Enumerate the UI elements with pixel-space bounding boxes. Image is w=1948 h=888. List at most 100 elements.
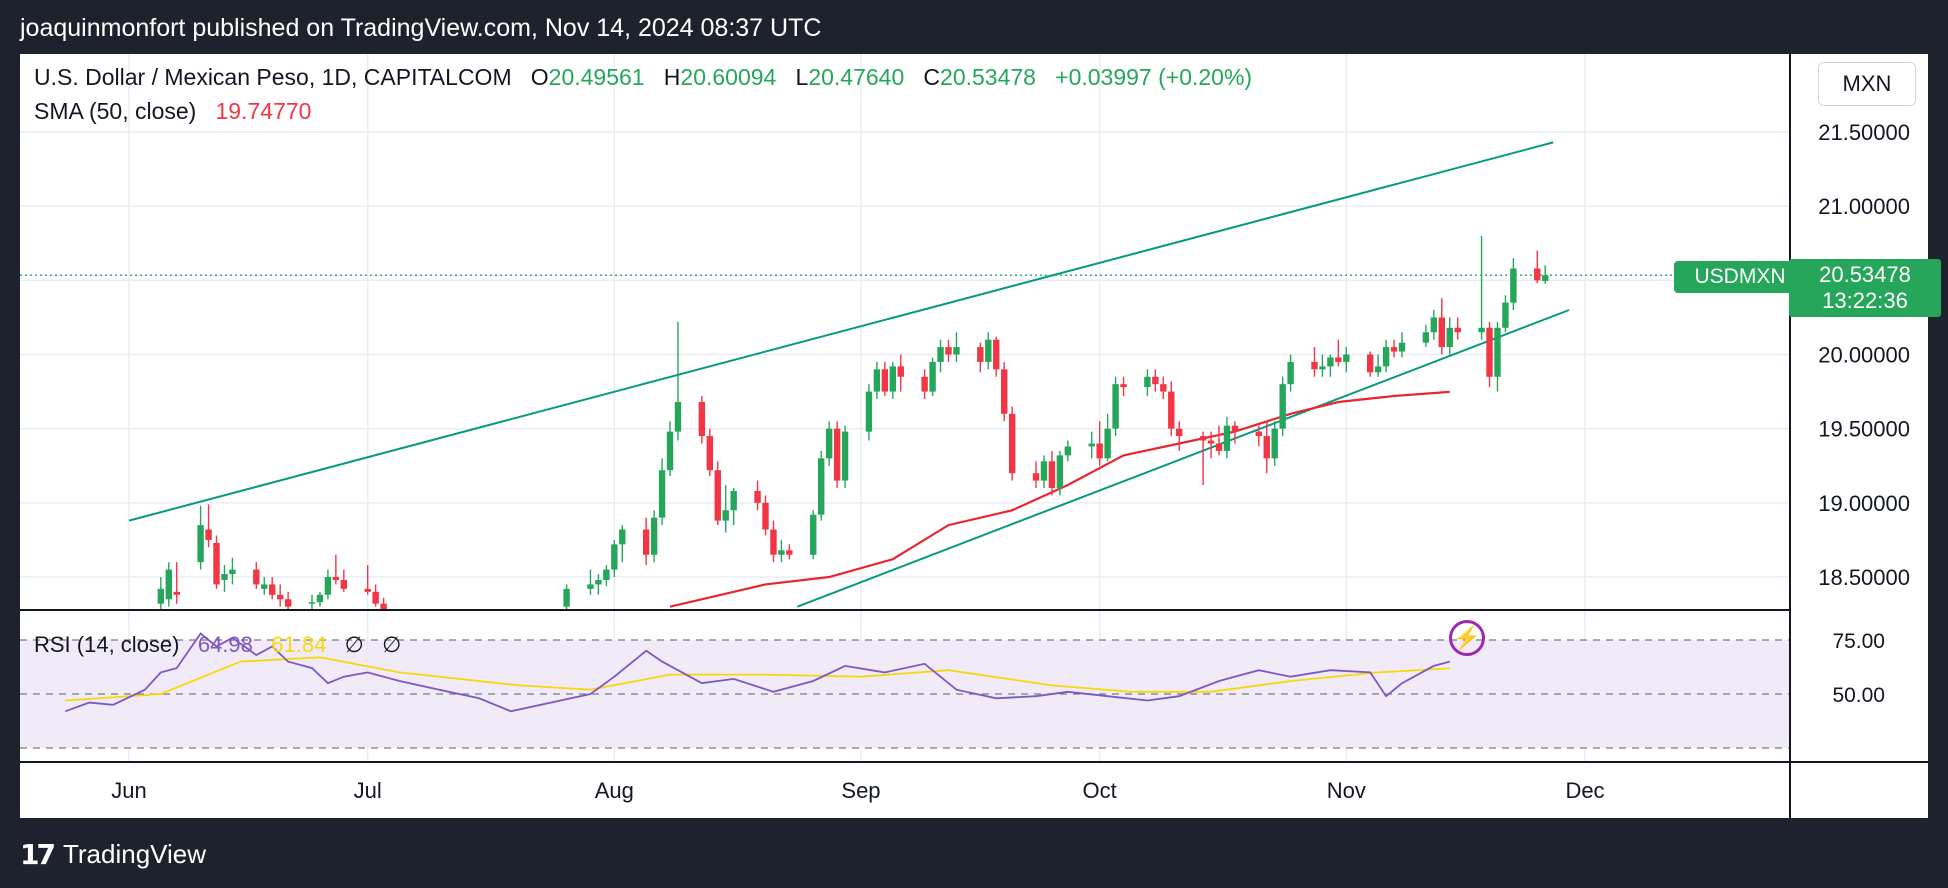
rsi-band-layer [20,639,1790,749]
price-tick-label: 20.00000 [1818,343,1910,368]
sma-50-line [669,390,1450,608]
candle-down [945,347,952,355]
candle-up [229,569,236,575]
rsi-label: RSI (14, close) [34,632,180,657]
candle-down [1231,425,1239,432]
candle-down [276,594,284,600]
candle-up [674,401,682,432]
candle-down [213,542,220,585]
change-value: +0.03997 (+0.20%) [1055,64,1253,90]
last-price-tag: 20.53478 13:22:36 [1789,259,1941,317]
candle-down [1366,354,1374,373]
candle-down [1215,443,1223,451]
rsi-legend[interactable]: RSI (14, close) 64.98 61.84 ∅ ∅ [34,632,401,658]
candle-up [619,529,626,545]
candle-up [1343,354,1350,362]
candle-down [380,603,387,610]
publish-header: joaquinmonfort published on TradingView.… [20,14,822,42]
open-label: O [530,64,549,90]
candle-down [1311,361,1318,370]
axis-layer: 21.50000 21.00000 20.00000 19.50000 19.00000… [20,54,1928,818]
candle-up [889,366,897,392]
candle-up [929,361,936,392]
rsi-ma-value: 61.84 [271,632,327,657]
channel-upper-line [128,141,1554,522]
candle-up [1064,446,1072,456]
candle-up [1502,302,1509,328]
candle-up [197,525,204,563]
candle-down [340,579,348,589]
candle-down [1207,440,1215,444]
candle-down [205,529,212,540]
rsi-line [64,632,1450,713]
candle-up [1112,384,1119,429]
lightning-icon[interactable]: ⚡ [1449,620,1485,656]
candle-up [1144,376,1151,388]
candle-down [269,584,276,595]
candle-up [1287,361,1294,385]
candle-up [563,588,570,607]
indicator-lines [20,141,1790,713]
candle-down [1176,428,1183,437]
candle-up [666,431,674,471]
price-tick-label: 19.00000 [1818,491,1910,516]
candle-up [1422,332,1430,343]
candle-up [1040,461,1048,481]
symbol-description[interactable]: U.S. Dollar / Mexican Peso, 1D, CAPITALC… [34,64,512,90]
candle-down [698,401,706,437]
low-label: L [795,64,809,90]
candle-down [762,502,769,530]
time-axis-label: Aug [595,778,634,803]
grid-layer [20,54,1790,762]
candle-up [316,594,324,603]
logo-mark: 17 [20,838,56,871]
candle-up [308,602,316,604]
candle-up [1494,327,1501,377]
candle-up [324,577,332,595]
candle-down [1008,413,1016,474]
candle-down [642,529,650,555]
candle-down [977,347,984,362]
price-chart-svg[interactable]: 21.50000 21.00000 20.00000 19.50000 19.00000… [20,54,1928,818]
candle-down [284,599,292,607]
candle-up [1510,268,1517,303]
candle-up [650,517,658,555]
currency-selector[interactable]: MXN [1818,62,1916,106]
candle-down [897,366,904,377]
candle-down [1454,327,1461,333]
sma-legend[interactable]: SMA (50, close) 19.74770 [34,98,311,125]
candle-down [1032,473,1040,481]
time-axis-label: Nov [1327,778,1366,803]
candle-up [221,574,228,580]
candle-up [157,588,165,604]
candle-down [1335,357,1342,362]
candle-up [730,490,737,511]
candles-layer [157,235,1549,610]
candle-down [372,591,379,604]
candle-down [1390,347,1398,352]
candle-up [1327,357,1334,367]
candle-down [993,339,1000,370]
candle-down [1160,384,1167,392]
tradingview-logo[interactable]: 17 TradingView [20,838,206,871]
candle-down [332,577,340,580]
candle-up [1478,327,1485,333]
rsi-tick-label: 50.00 [1832,684,1885,707]
candle-up [658,470,666,518]
candle-down [921,376,928,392]
candle-up [817,458,825,515]
candle-up [603,569,610,580]
price-tick-label: 19.50000 [1818,417,1910,442]
close-label: C [923,64,941,90]
candle-down [173,591,180,595]
candle-up [778,550,785,555]
sma-value: 19.74770 [215,98,312,124]
candle-down [364,588,371,592]
candle-down [786,550,793,555]
sma-label: SMA (50, close) [34,98,197,124]
candle-down [1152,376,1159,385]
candle-up [1271,428,1278,459]
chart-panel[interactable]: 21.50000 21.00000 20.00000 19.50000 19.00000… [20,54,1941,818]
candle-down [1000,369,1008,414]
null-icon: ∅ [382,632,402,657]
